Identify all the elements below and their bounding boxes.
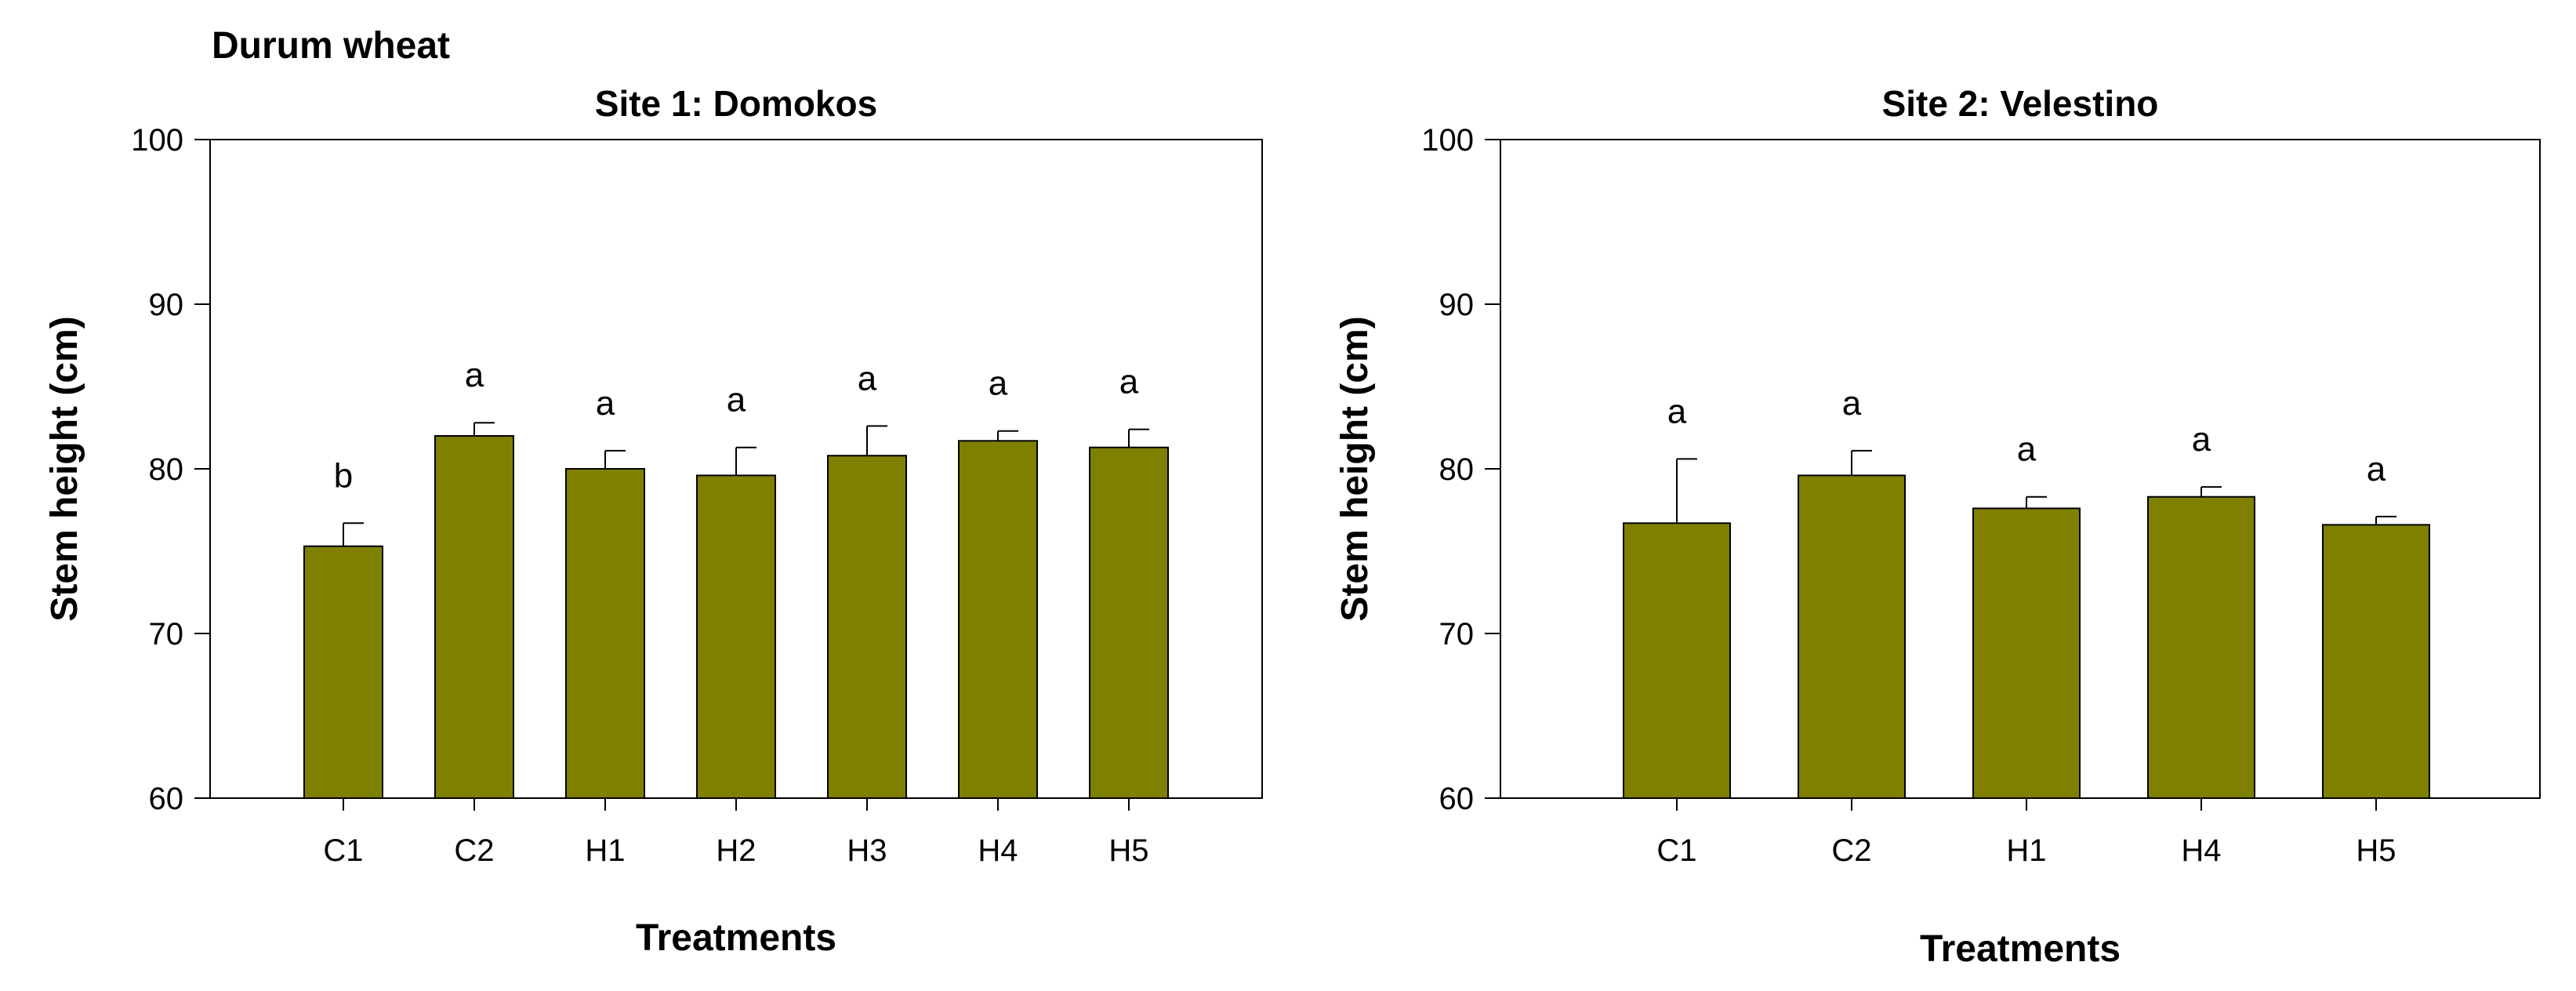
x-tick-label: C1 (323, 833, 363, 868)
significance-label: a (465, 356, 484, 394)
x-axis-label: Treatments (636, 917, 836, 959)
y-tick-label: 100 (131, 123, 183, 158)
bar-h1 (565, 468, 645, 799)
y-tick-label: 80 (1439, 452, 1475, 487)
significance-label: a (1667, 392, 1687, 430)
significance-label: a (2017, 430, 2037, 469)
figure-title: Durum wheat (212, 25, 450, 67)
bar-h5 (1089, 446, 1169, 799)
bar-h2 (696, 474, 776, 800)
x-tick-label: H4 (978, 833, 1018, 868)
chart-panel-site-2: a C1 a C2 a H1 a H4 a H5 60 70 80 90 100 Site 2: Velest… (1334, 83, 2541, 970)
x-tick-label: H5 (2356, 833, 2396, 868)
significance-label: a (2367, 450, 2386, 488)
significance-label: a (1842, 384, 1862, 423)
y-tick-label: 100 (1421, 123, 1474, 158)
bar-c1 (1623, 522, 1731, 799)
bar-h3 (827, 455, 907, 799)
y-tick-label: 70 (149, 617, 184, 652)
bar-c2 (434, 435, 514, 799)
bar-c1 (303, 545, 383, 799)
bar-h1 (1972, 507, 2081, 800)
x-tick-label: H4 (2181, 833, 2221, 868)
x-tick-label: H5 (1108, 833, 1148, 868)
y-tick-label: 90 (149, 288, 184, 322)
x-tick-label: H2 (716, 833, 756, 868)
x-tick-label: H3 (847, 833, 887, 868)
x-tick-label: C2 (454, 833, 494, 868)
significance-label: a (1119, 363, 1139, 401)
y-tick-label: 90 (1439, 288, 1475, 322)
chart-panel-site-1: b C1 a C2 a H1 a H2 a H3 a H4 a H5 60 70 80 90 100 Site 1: … (44, 83, 1263, 959)
bar-h4 (2147, 496, 2255, 799)
x-tick-label: H1 (585, 833, 625, 868)
x-tick-label: H1 (2006, 833, 2046, 868)
significance-label: a (727, 381, 746, 419)
y-axis-label: Stem height (cm) (44, 316, 85, 621)
significance-label: b (334, 456, 353, 495)
y-tick-label: 60 (149, 782, 184, 816)
significance-label: a (596, 384, 615, 423)
significance-label: a (989, 365, 1008, 403)
y-tick-label: 80 (149, 452, 184, 487)
y-tick-label: 60 (1439, 782, 1475, 816)
bar-h4 (958, 440, 1038, 799)
bar-h5 (2322, 524, 2430, 800)
bar-c2 (1798, 474, 1906, 800)
significance-label: a (2192, 420, 2211, 459)
x-tick-label: C1 (1656, 833, 1696, 868)
y-tick-label: 70 (1439, 617, 1475, 652)
x-tick-label: C2 (1831, 833, 1871, 868)
significance-label: a (858, 359, 877, 397)
x-axis-label: Treatments (1920, 928, 2121, 970)
chart-title: Site 2: Velestino (1882, 83, 2159, 124)
y-axis-label: Stem height (cm) (1334, 316, 1376, 621)
chart-title: Site 1: Domokos (595, 83, 877, 124)
